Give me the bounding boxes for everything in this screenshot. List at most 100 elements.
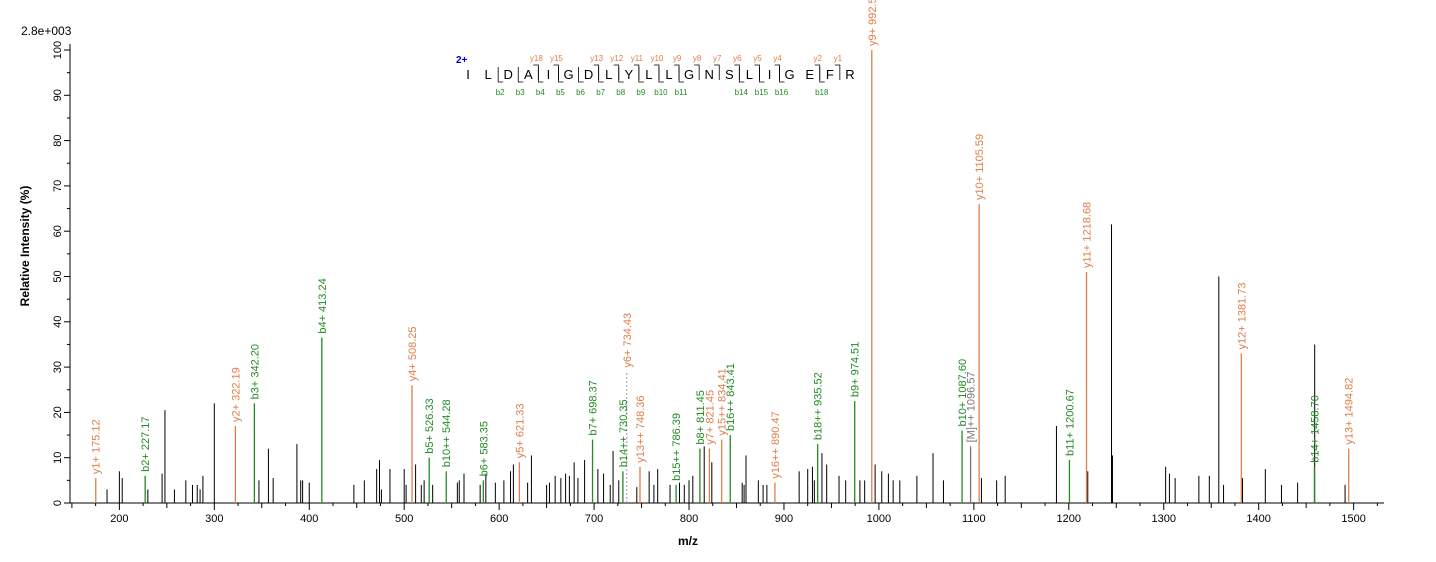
y-ion-label: y4 bbox=[773, 54, 782, 63]
sequence-residue: I bbox=[768, 67, 772, 82]
y-ion-bracket bbox=[633, 64, 640, 80]
sequence-residue: N bbox=[705, 67, 714, 82]
peak-b-ion-label: b6+ 583.35 bbox=[478, 421, 490, 476]
peak-y-ion-label: y6+ 734.43 bbox=[622, 313, 634, 368]
peak-b-ion-label: b11+ 1200.67 bbox=[1064, 389, 1076, 456]
y-tick-label: 40 bbox=[52, 316, 64, 328]
b-ion-label: b9 bbox=[636, 88, 645, 97]
b-ion-label: b10 bbox=[654, 88, 668, 97]
peak-y-ion-label: y13+ 1494.82 bbox=[1344, 378, 1356, 445]
x-tick-label: 300 bbox=[205, 513, 223, 525]
peak-b-ion-label: b2+ 227.17 bbox=[140, 416, 152, 471]
y-ion-label: y13 bbox=[590, 54, 603, 63]
peak-b-ion-label: b8+ 811.45 bbox=[695, 390, 707, 445]
sequence-residue: L bbox=[484, 67, 491, 82]
b-ion-bracket bbox=[558, 67, 564, 83]
sequence-residue: G bbox=[563, 67, 573, 82]
y-axis-title: Relative Intensity (%) bbox=[18, 186, 32, 307]
peak-b-ion-label: b18++ 935.52 bbox=[813, 372, 825, 440]
y-ion-label: y9 bbox=[673, 54, 682, 63]
b-ion-bracket bbox=[658, 67, 664, 83]
y-ion-bracket bbox=[533, 64, 539, 80]
peak-b-ion-label: b16++ 843.41 bbox=[725, 363, 737, 431]
y-tick-label: 0 bbox=[52, 500, 64, 506]
x-tick-label: 1000 bbox=[867, 513, 891, 525]
y-ion-label: y10 bbox=[650, 54, 663, 63]
peak-y-ion-label: y15++ 834.41 bbox=[717, 368, 729, 435]
peak-labels: y1+ 175.12 y2+ 322.19 y4+ 508.25 y5+ 621.33… bbox=[91, 0, 1356, 481]
b-ion-label: b4 bbox=[536, 88, 545, 97]
b-ion-label: b6 bbox=[576, 88, 585, 97]
b-ion-bracket bbox=[578, 67, 584, 83]
peak-y-ion-label: y4+ 508.25 bbox=[407, 326, 419, 381]
y-ion-label: y18 bbox=[530, 54, 543, 63]
b-ion-label: b2 bbox=[496, 88, 505, 97]
y-ion-bracket bbox=[834, 64, 841, 80]
b-ion-bracket bbox=[779, 67, 785, 83]
b-ion-bracket bbox=[738, 67, 745, 83]
x-tick-label: 500 bbox=[395, 513, 413, 525]
x-tick-label: 800 bbox=[680, 513, 698, 525]
peak-b-ion-label: b15++ 786.39 bbox=[671, 413, 683, 481]
x-tick-label: 1200 bbox=[1057, 513, 1081, 525]
peak-other-ion-label: [M]++ 1096.57 bbox=[966, 371, 978, 442]
x-tick-label: 1100 bbox=[962, 513, 986, 525]
sequence-residue: L bbox=[605, 67, 612, 82]
sequence-residue: I bbox=[466, 67, 470, 82]
b-ion-bracket bbox=[618, 67, 624, 83]
sequence-residue: D bbox=[504, 67, 513, 82]
y-ion-label: y11 bbox=[631, 54, 644, 63]
y-ion-bracket bbox=[814, 64, 821, 80]
b-ion-bracket bbox=[819, 67, 825, 83]
peak-b-ion-label: b10++ 544.28 bbox=[441, 399, 453, 467]
x-tick-label: 900 bbox=[775, 513, 793, 525]
y-ion-bracket bbox=[754, 64, 760, 80]
b-ion-label: b8 bbox=[616, 88, 625, 97]
b-ion-bracket bbox=[598, 67, 604, 83]
sequence-residue: D bbox=[584, 67, 593, 82]
b-ion-bracket bbox=[759, 67, 765, 83]
x-tick-label: 1500 bbox=[1341, 513, 1365, 525]
sequence-residue: I bbox=[547, 67, 551, 82]
y-ion-label: y5 bbox=[753, 54, 762, 63]
sequence-residue: S bbox=[725, 67, 734, 82]
y-ion-label: y6 bbox=[733, 54, 742, 63]
y-ion-bracket bbox=[553, 64, 559, 80]
x-tick-label: 200 bbox=[110, 513, 128, 525]
y-ion-bracket bbox=[734, 64, 740, 80]
x-axis-title: m/z bbox=[678, 534, 698, 548]
y-tick-label: 100 bbox=[52, 41, 64, 59]
peak-y-ion-label: y11+ 1218.68 bbox=[1082, 202, 1094, 268]
peak-b-ion-label: b4+ 413.24 bbox=[317, 278, 329, 333]
y-ion-bracket bbox=[613, 64, 620, 80]
y-ion-bracket bbox=[674, 64, 680, 80]
y-tick-label: 50 bbox=[52, 270, 64, 282]
peak-y-ion-label: y2+ 322.19 bbox=[230, 367, 242, 422]
sequence-residue: L bbox=[645, 67, 652, 82]
sequence-residue: A bbox=[524, 67, 533, 82]
peak-b-ion-label: b9+ 974.51 bbox=[850, 342, 862, 397]
peak-b-ion-label: b5+ 526.33 bbox=[424, 398, 436, 453]
peak-b-ion-label: b10+ 1087.60 bbox=[957, 359, 969, 427]
b-ion-label: b7 bbox=[596, 88, 605, 97]
sequence-residue: R bbox=[845, 67, 854, 82]
peak-y-ion-label: y16++ 890.47 bbox=[770, 411, 782, 478]
y-tick-label: 70 bbox=[52, 180, 64, 192]
peak-y-ion-label: y7+ 821.45 bbox=[704, 390, 716, 445]
sequence-residue: G bbox=[785, 67, 795, 82]
y-ion-label: y7 bbox=[713, 54, 722, 63]
peak-y-ion-label: y1+ 175.12 bbox=[91, 419, 103, 474]
peak-y-ion-label: y9+ 992.51 bbox=[867, 0, 879, 46]
sequence-residue: F bbox=[826, 67, 834, 82]
b-ion-bracket bbox=[497, 67, 504, 83]
intensity-scale-label: 2.8e+003 bbox=[21, 24, 72, 38]
b-ion-label: b14 bbox=[735, 88, 749, 97]
peak-y-ion-label: y10+ 1105.59 bbox=[974, 134, 986, 200]
b-ion-label: b5 bbox=[556, 88, 565, 97]
peaks bbox=[95, 50, 1350, 503]
y-ion-bracket bbox=[653, 64, 660, 80]
sequence-residue: L bbox=[746, 67, 753, 82]
peak-y-ion-label: y5+ 621.33 bbox=[514, 403, 526, 458]
